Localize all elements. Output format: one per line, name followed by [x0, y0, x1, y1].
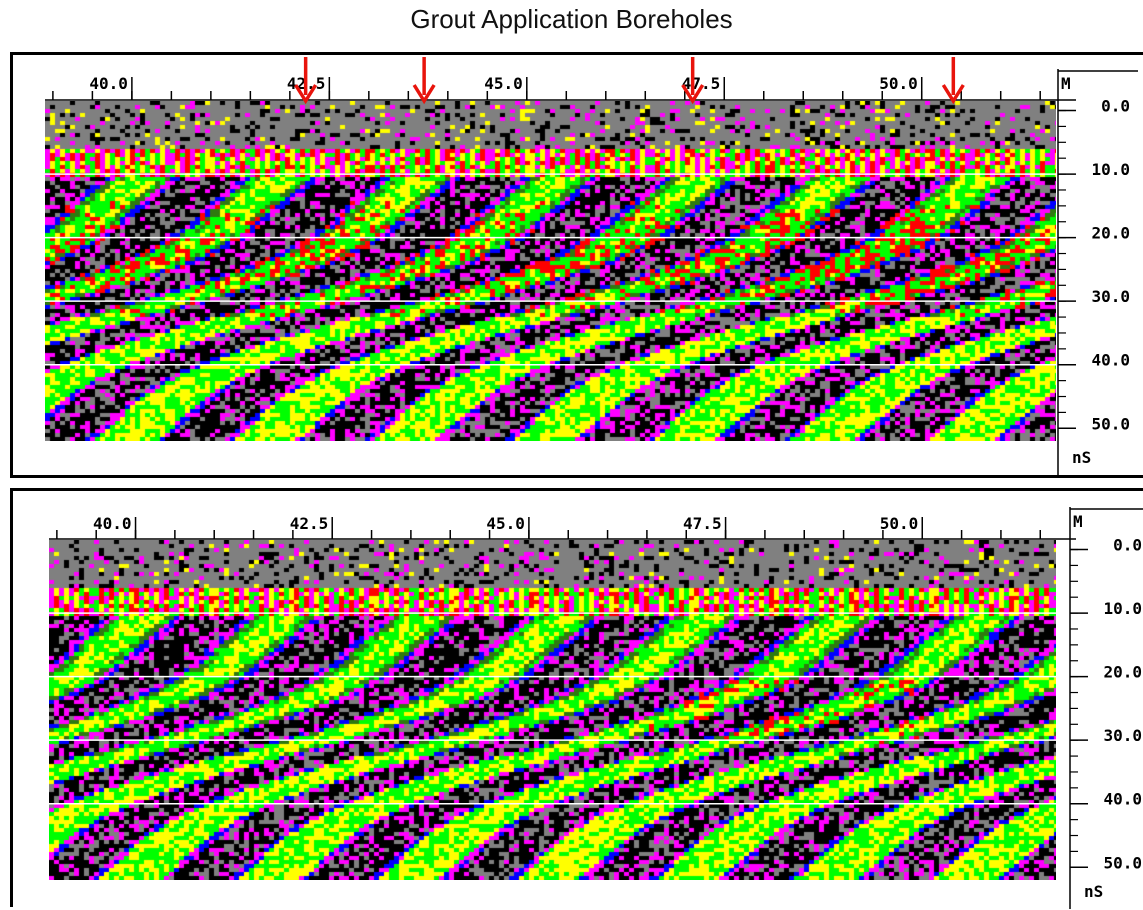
x-tick-label: 40.0 — [89, 74, 128, 93]
borehole-marker-arrow — [941, 57, 965, 105]
x-unit-label: M — [1061, 74, 1071, 93]
arrow-head — [294, 84, 318, 105]
arrow-head — [941, 84, 965, 105]
borehole-marker-arrow — [412, 57, 436, 105]
y-tick-label: 50.0 — [1091, 414, 1130, 433]
x-tick-label: 45.0 — [486, 514, 525, 533]
borehole-marker-arrow — [294, 57, 318, 105]
x-tick-label: 40.0 — [93, 514, 132, 533]
chart-title: Grout Application Boreholes — [410, 4, 733, 34]
radargram-chart-bottom: 40.0 42.5 45.0 47.5 50.0 0.0 10.0 20.0 30.0 40.0 5… — [49, 507, 1143, 909]
y-tick-label: 20.0 — [1103, 663, 1142, 682]
radargram-chart-top: 40.042.545.047.550.00.010.020.030.040.05… — [45, 57, 1138, 475]
x-unit-label: M — [1073, 512, 1083, 531]
y-tick-label: 40.0 — [1103, 790, 1142, 809]
x-tick-label: 47.5 — [683, 514, 722, 533]
borehole-marker-arrow — [681, 57, 705, 105]
x-tick-label: 50.0 — [879, 74, 918, 93]
y-tick-label: 30.0 — [1091, 287, 1130, 306]
radargram-panel-bottom: 40.0 42.5 45.0 47.5 50.0 0.0 10.0 20.0 30.0 40.0 5… — [10, 488, 1143, 909]
y-unit-label: nS — [1072, 448, 1091, 467]
arrow-head — [681, 84, 705, 105]
y-tick-label: 40.0 — [1091, 351, 1130, 370]
y-unit-label: nS — [1084, 882, 1103, 901]
x-tick-label: 42.5 — [290, 514, 329, 533]
y-tick-label: 0.0 — [1113, 536, 1142, 555]
y-tick-label: 10.0 — [1103, 599, 1142, 618]
radargram-image — [45, 101, 1056, 441]
y-tick-label: 20.0 — [1091, 224, 1130, 243]
y-tick-label: 10.0 — [1091, 160, 1130, 179]
radargram-image — [49, 540, 1056, 880]
y-tick-label: 30.0 — [1103, 726, 1142, 745]
x-tick-label: 50.0 — [880, 514, 919, 533]
y-tick-label: 50.0 — [1103, 853, 1142, 872]
radargram-panel-top: 40.042.545.047.550.00.010.020.030.040.05… — [10, 52, 1143, 478]
y-tick-label: 0.0 — [1101, 97, 1130, 116]
arrow-head — [412, 84, 436, 105]
x-tick-label: 45.0 — [484, 74, 523, 93]
